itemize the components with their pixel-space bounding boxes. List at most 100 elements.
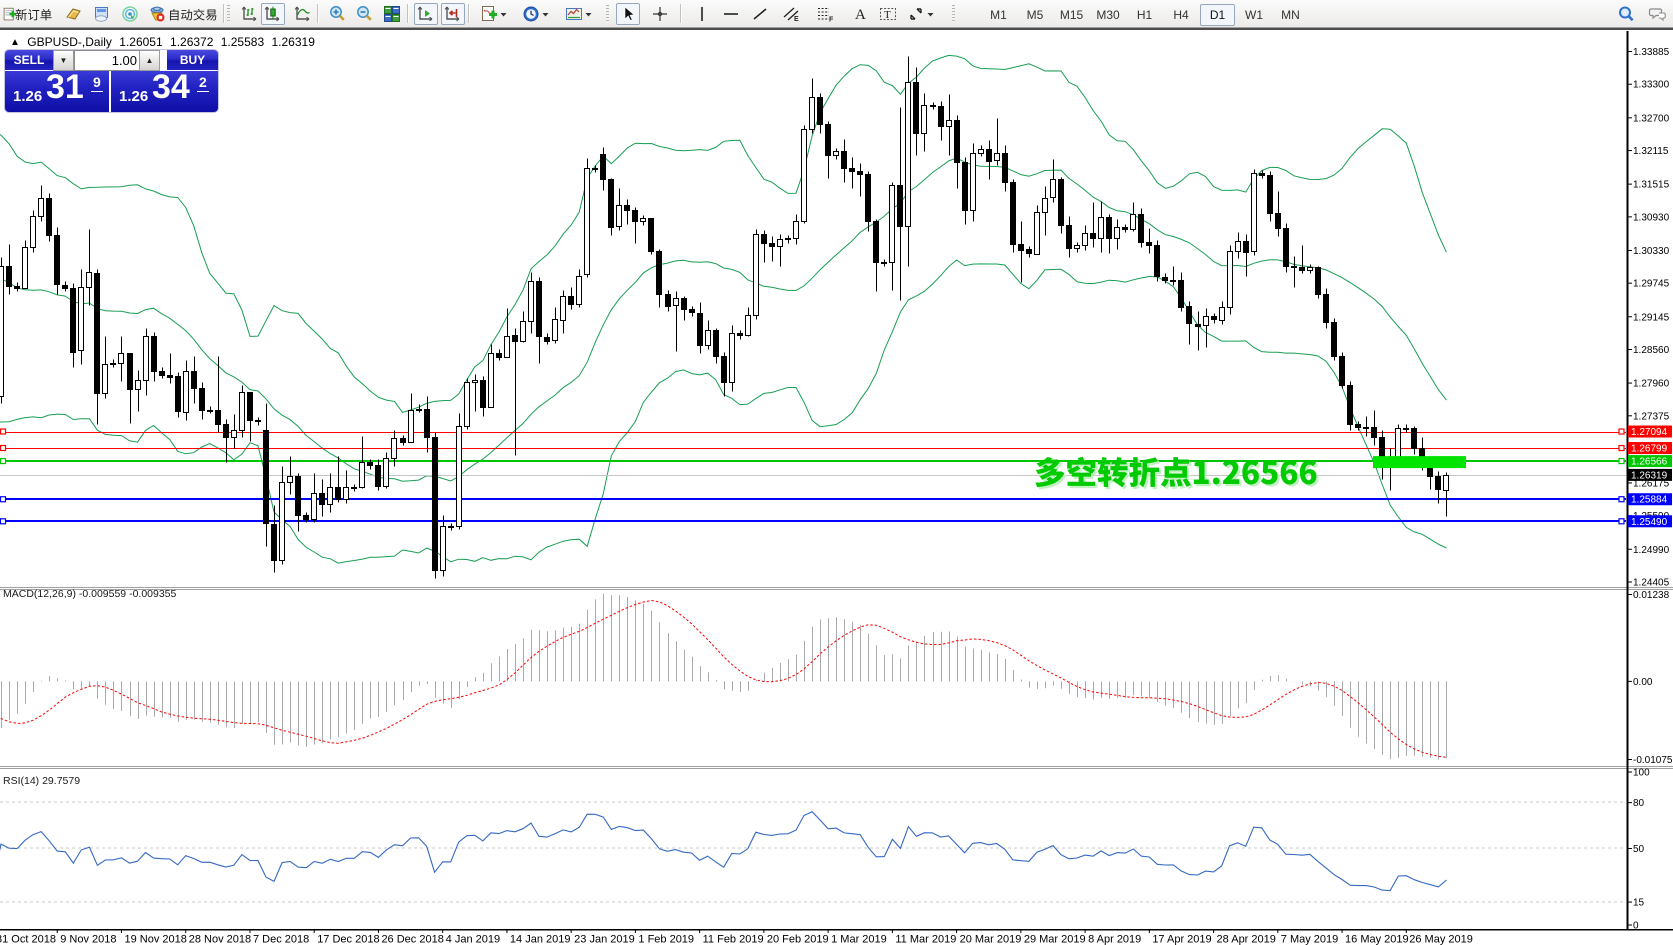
- candle-body-bear: [648, 218, 654, 252]
- price-axis-label: 1.30930: [1633, 212, 1670, 223]
- periods-button[interactable]: [522, 5, 540, 23]
- new-order-label[interactable]: [14, 5, 56, 23]
- hline-handle-right[interactable]: [1618, 428, 1625, 435]
- volume-value[interactable]: 1.00: [74, 50, 148, 71]
- hline-handle-right[interactable]: [1618, 444, 1625, 452]
- candle-body-bear: [70, 288, 76, 353]
- collapse-marker-icon[interactable]: ▲: [10, 37, 20, 48]
- dropdown-caret-icon[interactable]: [541, 5, 550, 23]
- volume-decrease-button[interactable]: ▼: [53, 50, 74, 71]
- arrows-button[interactable]: [907, 5, 925, 23]
- pane-separator[interactable]: [0, 589, 1673, 590]
- toolbar-drag-handle[interactable]: [952, 5, 955, 22]
- indicators-button[interactable]: [480, 5, 498, 23]
- hline-handle-right[interactable]: [1618, 457, 1625, 465]
- candle-body-bull: [78, 287, 84, 351]
- candle-body-bear: [962, 162, 968, 211]
- chart-shift-icon: [444, 6, 460, 22]
- candle-body-bear: [1435, 476, 1441, 490]
- one-click-trading-panel: SELL ▼ 1.00 ▲ BUY 1.26 31 9 1.26 34 2: [5, 50, 218, 112]
- timeframe-button-M5[interactable]: M5: [1026, 8, 1044, 22]
- timeframe-button-MN[interactable]: MN: [1281, 8, 1300, 22]
- candlestick-chart-button[interactable]: [264, 5, 282, 23]
- toolbar-item: [325, 3, 349, 25]
- time-axis-label: 23 Jan 2019: [574, 934, 635, 945]
- candle-body-bear: [825, 124, 831, 156]
- timeframe-button-M1[interactable]: M1: [990, 8, 1007, 22]
- pane-separator[interactable]: [0, 587, 1673, 588]
- sell-price-button[interactable]: 1.26 31 9: [5, 68, 109, 112]
- toolbar-separator: [317, 4, 318, 23]
- candle-body-bear: [938, 106, 944, 127]
- toolbar-item: [0, 3, 17, 25]
- toolbar-drag-handle[interactable]: [606, 5, 609, 22]
- hline-handle-left[interactable]: [0, 496, 7, 503]
- turning-point-annotation[interactable]: [1031, 447, 1331, 498]
- hline-badge-text: 1.25884: [1631, 495, 1668, 506]
- buy-button[interactable]: BUY: [167, 50, 218, 71]
- candle-body-bull: [793, 221, 799, 239]
- fibonacci-button[interactable]: F: [816, 5, 834, 23]
- volume-increase-button[interactable]: ▲: [139, 50, 160, 71]
- vertical-line-button[interactable]: [693, 5, 711, 23]
- tile-windows-button[interactable]: [383, 5, 401, 23]
- crosshair-button[interactable]: [651, 5, 669, 23]
- timeframe-button-D1[interactable]: D1: [1200, 4, 1235, 26]
- equidistant-channel-button[interactable]: E: [782, 5, 800, 23]
- chart-area[interactable]: 31 Oct 2018 9 Nov 2018 19 Nov 2018 28 Nov 2…: [0, 30, 1673, 945]
- candle-body-bull: [576, 276, 582, 305]
- candle-body-bear: [1058, 179, 1064, 226]
- toolbar-item: [477, 3, 511, 25]
- timeframe-button-M30[interactable]: M30: [1096, 8, 1120, 22]
- candle-body-bear: [1243, 241, 1249, 253]
- hline-handle-left[interactable]: [0, 428, 7, 435]
- trendline-button[interactable]: [751, 5, 769, 23]
- pane-separator[interactable]: [0, 766, 1673, 767]
- timeframe-button-W1[interactable]: W1: [1245, 8, 1263, 22]
- sell-button[interactable]: SELL: [5, 50, 53, 71]
- candle-body-bull: [970, 153, 976, 211]
- text-label-button[interactable]: T: [879, 5, 897, 23]
- autotrading-label[interactable]: [167, 5, 221, 23]
- navigator-button[interactable]: [93, 5, 111, 23]
- timeframe-button-M15[interactable]: M15: [1059, 8, 1084, 22]
- price-chart[interactable]: 31 Oct 2018 9 Nov 2018 19 Nov 2018 28 Nov 2…: [0, 30, 1673, 945]
- pane-separator[interactable]: [0, 768, 1673, 769]
- auto-trading-button[interactable]: [148, 5, 166, 23]
- horizontal-line-button[interactable]: [722, 5, 740, 23]
- macd-label: MACD(12,26,9) -0.009559 -0.009355: [3, 588, 177, 600]
- bar-chart-button[interactable]: [241, 5, 259, 23]
- caret-glyph-icon: [542, 13, 549, 17]
- dropdown-caret-icon[interactable]: [584, 5, 593, 23]
- toolbar-drag-handle[interactable]: [227, 5, 230, 22]
- chat-button[interactable]: [1646, 5, 1670, 23]
- terminal-button[interactable]: [121, 5, 139, 23]
- hline-handle-right[interactable]: [1618, 518, 1625, 525]
- hline-handle-left[interactable]: [0, 457, 7, 465]
- candle-body-bear: [400, 438, 406, 443]
- auto-scroll-button[interactable]: [417, 5, 435, 23]
- zoom-in-button[interactable]: [328, 5, 346, 23]
- new-order-button[interactable]: [2, 7, 17, 22]
- time-axis-label: 20 Mar 2019: [960, 934, 1022, 945]
- hline-handle-left[interactable]: [0, 444, 7, 452]
- market-watch-button[interactable]: [65, 5, 83, 23]
- cursor-button[interactable]: [619, 5, 637, 23]
- buy-price-button[interactable]: 1.26 34 2: [111, 68, 218, 112]
- templates-button[interactable]: [565, 5, 583, 23]
- candle-body-bull: [472, 380, 478, 383]
- hline-handle-right[interactable]: [1618, 496, 1625, 503]
- highlight-rectangle[interactable]: [1373, 456, 1466, 469]
- text-button[interactable]: A: [851, 5, 869, 23]
- candle-body-bull: [86, 272, 92, 288]
- hline-handle-left[interactable]: [0, 518, 7, 525]
- chart-shift-button[interactable]: [444, 5, 462, 23]
- dropdown-caret-icon[interactable]: [926, 5, 935, 23]
- timeframe-button-H1[interactable]: H1: [1136, 8, 1153, 22]
- timeframe-button-H4[interactable]: H4: [1173, 8, 1189, 22]
- line-chart-button[interactable]: [294, 5, 312, 23]
- dropdown-caret-icon[interactable]: [499, 5, 508, 23]
- zoom-out-button[interactable]: [355, 5, 373, 23]
- buy-price-sup: 2: [197, 74, 209, 92]
- search-button[interactable]: [1617, 5, 1635, 23]
